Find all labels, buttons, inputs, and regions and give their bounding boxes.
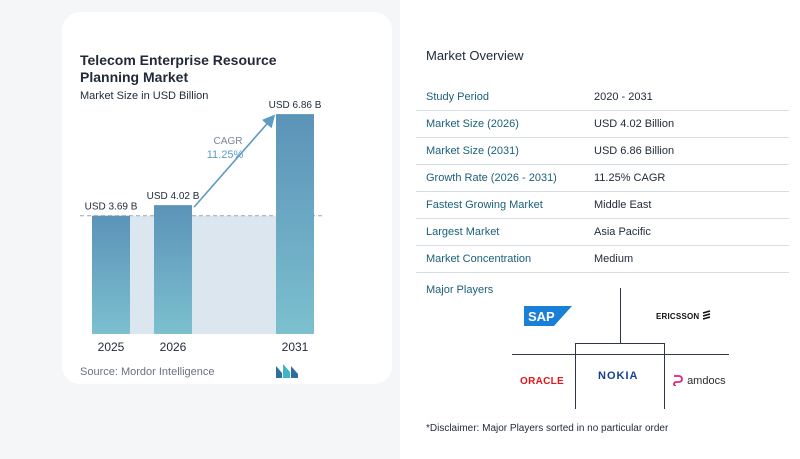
overview-row: Fastest Growing Market Middle East — [416, 192, 789, 219]
chart-title: Telecom Enterprise Resource Planning Mar… — [80, 52, 277, 85]
overview-value: Medium — [594, 253, 634, 265]
x-tick-label: 2031 — [282, 340, 309, 354]
overview-row: Growth Rate (2026 - 2031) 11.25% CAGR — [416, 165, 789, 192]
amdocs-logo-icon: amdocs — [672, 374, 726, 387]
bar-2025 — [92, 215, 130, 334]
amdocs-logo-text: amdocs — [687, 375, 726, 387]
overview-title: Market Overview — [426, 48, 524, 63]
ericsson-logo-text: ERICSSON — [656, 312, 700, 321]
bar-2026 — [154, 205, 192, 334]
players-divider — [575, 343, 665, 344]
players-divider — [575, 343, 576, 409]
mordor-logo-icon — [276, 364, 298, 378]
overview-value: Asia Pacific — [594, 226, 651, 238]
oracle-logo-icon: ORACLE — [520, 376, 564, 387]
overview-row: Study Period 2020 - 2031 — [416, 84, 789, 111]
overview-panel — [400, 0, 800, 459]
overview-value: 2020 - 2031 — [594, 91, 653, 103]
x-tick-label: 2026 — [160, 340, 187, 354]
source-note: Source: Mordor Intelligence — [80, 366, 215, 378]
overview-row: Largest Market Asia Pacific — [416, 219, 789, 246]
overview-row: Market Size (2026) USD 4.02 Billion — [416, 111, 789, 138]
nokia-logo-icon: NOKIA — [598, 370, 638, 382]
bar-value-label: USD 6.86 B — [269, 100, 322, 111]
overview-label: Market Concentration — [426, 253, 532, 265]
oracle-logo-text: ORACLE — [520, 376, 565, 387]
ericsson-logo-icon: ERICSSON — [656, 310, 711, 321]
disclaimer: *Disclaimer: Major Players sorted in no … — [426, 423, 669, 434]
major-players-title: Major Players — [426, 284, 494, 296]
cagr-value: 11.25% — [207, 149, 244, 161]
overview-label: Fastest Growing Market — [426, 199, 543, 211]
x-tick-label: 2025 — [98, 340, 125, 354]
overview-value: USD 6.86 Billion — [594, 145, 675, 157]
overview-label: Growth Rate (2026 - 2031) — [426, 172, 557, 184]
bar-2031 — [276, 114, 314, 334]
overview-label: Largest Market — [426, 226, 500, 238]
sap-logo-icon: SAP — [524, 306, 572, 326]
nokia-logo-text: NOKIA — [598, 370, 639, 382]
overview-label: Market Size (2031) — [426, 145, 519, 157]
players-divider — [512, 354, 729, 355]
overview-row: Market Size (2031) USD 6.86 Billion — [416, 138, 789, 165]
chart-subtitle: Market Size in USD Billion — [80, 90, 209, 102]
overview-value: 11.25% CAGR — [594, 172, 666, 184]
players-divider — [620, 288, 621, 343]
cagr-arrow — [193, 114, 276, 208]
cagr-label: CAGR — [214, 136, 243, 147]
overview-table: Study Period 2020 - 2031 Market Size (20… — [416, 84, 789, 273]
overview-label: Market Size (2026) — [426, 118, 519, 130]
bar-value-label: USD 4.02 B — [147, 191, 200, 202]
overview-label: Study Period — [426, 91, 489, 103]
amdocs-mark-icon — [673, 375, 683, 387]
bar-value-label: USD 3.69 B — [85, 202, 138, 213]
overview-value: USD 4.02 Billion — [594, 118, 675, 130]
ericsson-mark-icon — [702, 310, 711, 320]
players-divider — [664, 343, 665, 409]
sap-logo-text: SAP — [528, 309, 555, 324]
overview-value: Middle East — [594, 199, 652, 211]
overview-row: Market Concentration Medium — [416, 246, 789, 273]
bar-chart: USD 3.69 B 2025 USD 4.02 B 2026 USD 6.86 B 20… — [80, 100, 322, 354]
